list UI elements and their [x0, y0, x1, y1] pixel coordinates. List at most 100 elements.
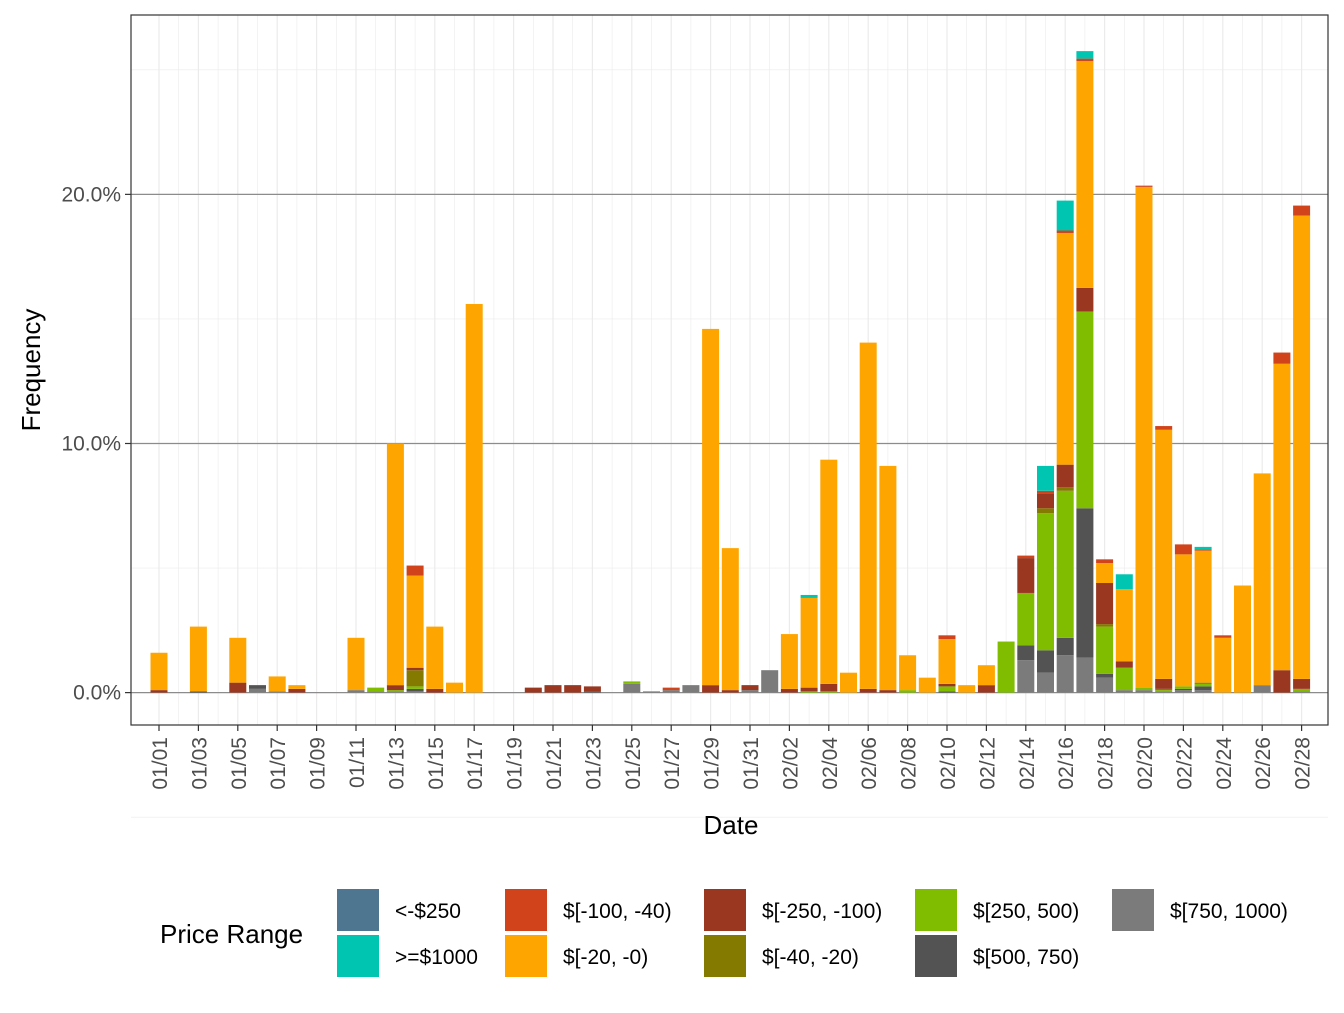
bar-segment [1293, 688, 1311, 692]
bar-segment [150, 652, 168, 691]
bar-segment [386, 443, 404, 686]
y-axis: 0.0% 10.0% 20.0% [61, 183, 131, 705]
bar-segment [386, 691, 404, 693]
bar-segment [1194, 546, 1212, 550]
bar-segment [1155, 426, 1173, 430]
bar-segment [1076, 51, 1094, 59]
bar-segment [1076, 287, 1094, 312]
bar-segment [977, 665, 995, 686]
bar-segment [406, 691, 424, 693]
bar-segment [1115, 690, 1133, 693]
bar-segment [1076, 508, 1094, 658]
legend-label: $[-250, -100) [762, 900, 882, 923]
bar-segment [288, 685, 306, 689]
bar-segment [1194, 683, 1212, 687]
bar-segment [820, 691, 838, 693]
x-tick-label: 01/17 [464, 737, 487, 790]
bar-segment [1293, 205, 1311, 216]
bar-segment [524, 687, 542, 693]
x-tick-label: 01/09 [307, 737, 330, 790]
bar-segment [800, 594, 818, 598]
y-tick-label: 10.0% [61, 432, 121, 455]
bar-segment [1174, 554, 1192, 687]
bar-segment [1194, 682, 1212, 684]
bar-segment [583, 691, 601, 693]
legend: Price Range <-$250 >=$1000 $[-100, -40) $[-… [160, 889, 1288, 977]
bar-segment [918, 677, 936, 693]
bar-segment [938, 683, 956, 687]
x-tick-label: 01/23 [582, 737, 605, 790]
bar-segment [1096, 677, 1114, 693]
x-tick-label: 01/11 [346, 737, 369, 788]
bar-segment [1076, 657, 1094, 693]
x-tick-label: 01/05 [228, 737, 251, 790]
x-tick-label: 02/10 [937, 737, 960, 790]
bar-segment [1155, 688, 1173, 691]
bar-segment [1056, 490, 1074, 638]
bar-segment [958, 685, 976, 693]
bar-segment [741, 690, 759, 693]
x-tick-label: 01/27 [661, 737, 684, 790]
bar-segment [820, 459, 838, 684]
bar-segment [1076, 58, 1094, 62]
bar-segment [761, 670, 779, 693]
bar-segment [1037, 465, 1054, 491]
bar-segment [977, 685, 995, 693]
bar-segment [446, 682, 463, 693]
x-axis-title: Date [704, 810, 759, 840]
bar-segment [938, 691, 956, 693]
bar-segment [1017, 555, 1035, 559]
x-tick-label: 01/03 [188, 737, 211, 790]
bar-segment [1214, 635, 1232, 638]
bar-segment [406, 686, 424, 689]
bar-segment [1135, 687, 1153, 691]
bar-segment [406, 667, 424, 671]
bar-segment [1096, 583, 1114, 625]
x-tick-label: 01/29 [701, 737, 724, 790]
bar-segment [347, 637, 365, 691]
bar-segment [938, 686, 956, 692]
bar-segment [1096, 673, 1114, 678]
bar-segment [840, 672, 857, 693]
x-tick-label: 02/24 [1213, 737, 1236, 790]
bar-segment [347, 690, 365, 693]
bar-segment [702, 685, 720, 693]
x-tick-label: 02/06 [858, 737, 881, 790]
legend-label: $[-40, -20) [762, 946, 859, 969]
bar-segment [997, 641, 1015, 693]
x-tick-label: 01/13 [385, 737, 408, 790]
x-tick-label: 02/26 [1252, 737, 1275, 790]
bar-segment [189, 626, 207, 692]
bar-segment [899, 690, 917, 693]
bar-segment [249, 688, 266, 693]
bar-segment [1056, 464, 1074, 488]
bar-segment [367, 687, 385, 692]
bar-segment [249, 685, 266, 689]
bar-segment [1174, 688, 1192, 691]
bar-segment [1135, 186, 1153, 688]
x-tick-label: 01/25 [622, 737, 645, 790]
bar-segment [1115, 574, 1133, 590]
bar-segment [721, 548, 739, 691]
bar-segment [1115, 589, 1133, 662]
bar-segment [406, 565, 424, 576]
bar-segment [1096, 624, 1114, 627]
bar-segment [1017, 592, 1035, 646]
bar-segment [1253, 473, 1271, 686]
bar-segment [268, 676, 286, 692]
bar-segment [800, 687, 818, 692]
bar-segment [1174, 690, 1192, 693]
bar-segment [564, 685, 582, 693]
legend-label: $[500, 750) [973, 946, 1079, 969]
x-tick-label: 02/12 [976, 737, 999, 790]
x-tick-label: 01/15 [425, 737, 448, 790]
bar-segment [1155, 690, 1173, 692]
bar-segment [1056, 230, 1074, 233]
x-tick-label: 02/08 [898, 737, 921, 790]
legend-key [337, 889, 379, 931]
bar-segment [1037, 490, 1054, 494]
bar-segment [662, 690, 680, 693]
bar-segment [268, 691, 286, 693]
